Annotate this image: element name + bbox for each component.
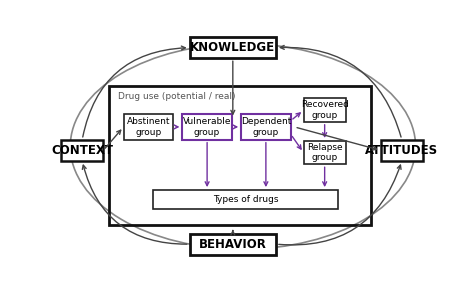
Text: Dependent
group: Dependent group xyxy=(241,117,291,137)
Text: Recovered
group: Recovered group xyxy=(301,100,348,120)
Text: ATTITUDES: ATTITUDES xyxy=(365,144,438,157)
FancyBboxPatch shape xyxy=(303,98,346,122)
FancyBboxPatch shape xyxy=(190,37,276,58)
Text: CONTEXT: CONTEXT xyxy=(51,144,113,157)
FancyBboxPatch shape xyxy=(182,114,232,140)
Text: Relapse
group: Relapse group xyxy=(307,143,343,162)
Text: Abstinent
group: Abstinent group xyxy=(127,117,170,137)
FancyBboxPatch shape xyxy=(190,233,276,255)
Text: Drug use (potential / real): Drug use (potential / real) xyxy=(118,92,236,101)
Text: BEHAVIOR: BEHAVIOR xyxy=(199,238,267,251)
FancyBboxPatch shape xyxy=(303,141,346,164)
FancyBboxPatch shape xyxy=(241,114,291,140)
Text: Types of drugs: Types of drugs xyxy=(213,195,278,204)
Text: KNOWLEDGE: KNOWLEDGE xyxy=(190,41,275,54)
FancyBboxPatch shape xyxy=(153,190,338,209)
FancyBboxPatch shape xyxy=(61,140,103,161)
FancyBboxPatch shape xyxy=(124,114,173,140)
FancyBboxPatch shape xyxy=(381,140,423,161)
Text: Vulnerable
group: Vulnerable group xyxy=(183,117,231,137)
